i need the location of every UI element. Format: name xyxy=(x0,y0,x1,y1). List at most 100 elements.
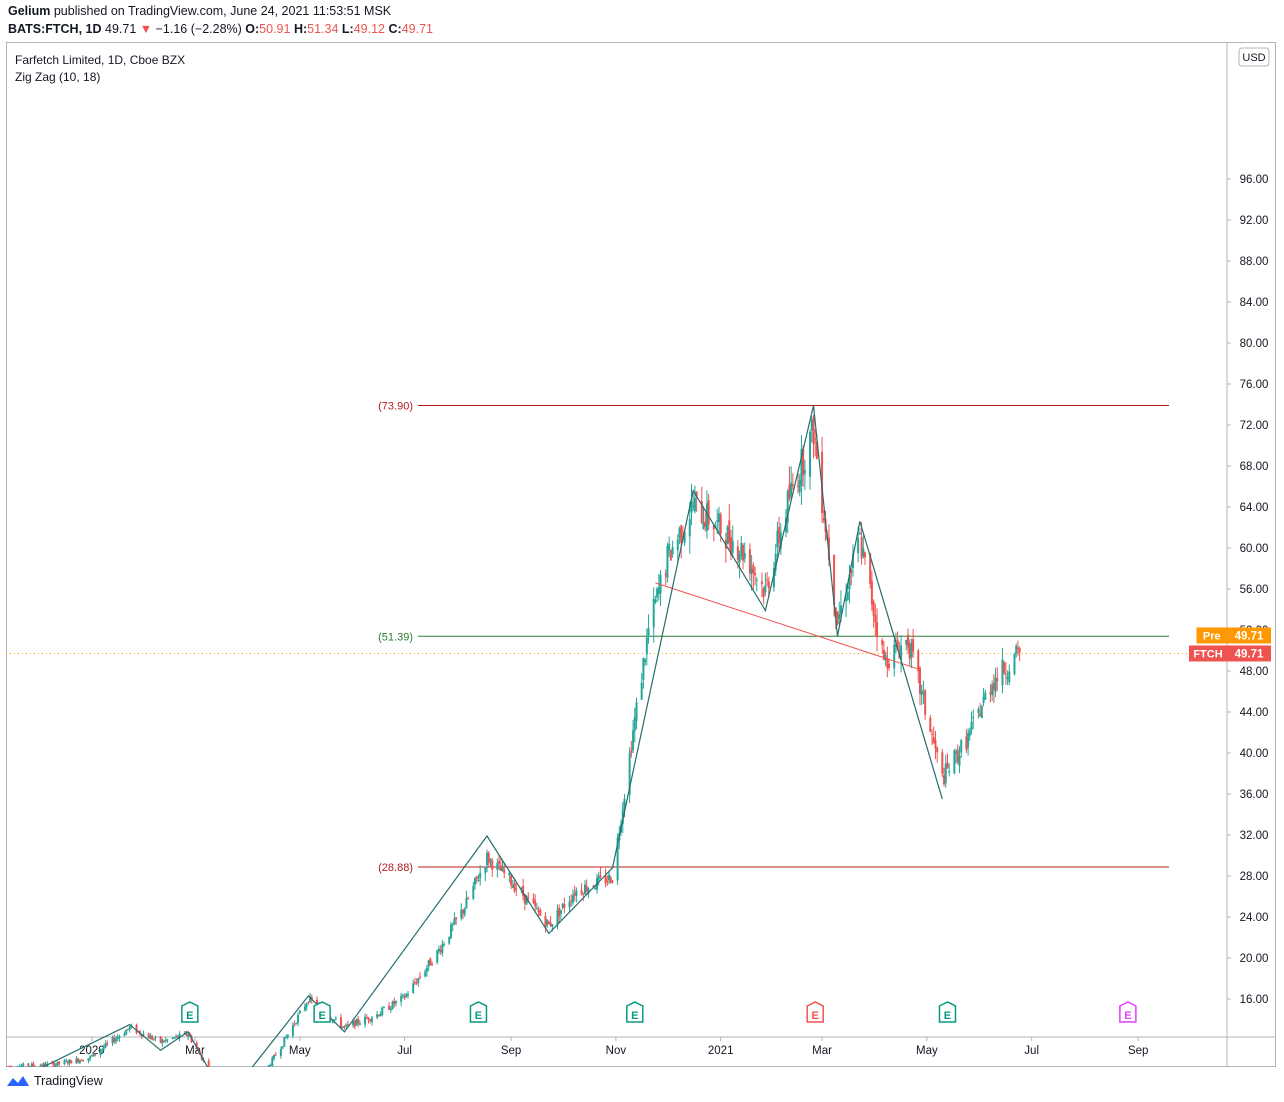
candle-body xyxy=(549,922,552,926)
candle-body xyxy=(924,690,927,715)
candle-body xyxy=(893,644,896,669)
candle-body xyxy=(163,1040,166,1042)
candle-body xyxy=(558,907,561,917)
candle-body xyxy=(809,431,812,477)
candle-body xyxy=(599,875,602,878)
candle-body xyxy=(99,1050,102,1055)
candle-body xyxy=(295,1023,298,1025)
candle-body xyxy=(357,1018,360,1024)
candle-body xyxy=(285,1036,288,1038)
candle-body xyxy=(303,1006,306,1011)
candle-body xyxy=(946,762,949,769)
candle-body xyxy=(477,879,480,882)
candle-body xyxy=(695,491,698,497)
candle-body xyxy=(597,876,600,880)
candle-body xyxy=(943,775,946,785)
candle-body xyxy=(1016,647,1019,649)
candle-body xyxy=(633,717,636,731)
candle-body xyxy=(171,1037,174,1039)
candle-body xyxy=(857,538,860,554)
candle-body xyxy=(563,903,566,908)
candle-body xyxy=(128,1026,131,1030)
price-tag-value: 49.71 xyxy=(1235,648,1264,660)
price-tag-value-box xyxy=(1227,645,1271,662)
candle-body xyxy=(286,1034,289,1038)
candle-body xyxy=(726,526,729,545)
candle-body xyxy=(467,898,470,900)
candle-body xyxy=(479,872,482,879)
candle-body xyxy=(888,663,891,669)
candle-body xyxy=(461,909,464,914)
candle-body xyxy=(417,978,420,983)
candle-body xyxy=(147,1033,150,1039)
candle-body xyxy=(388,1005,391,1010)
candle-body xyxy=(403,996,406,999)
candle-body xyxy=(166,1039,169,1041)
candle-body xyxy=(752,564,755,573)
candle-body xyxy=(845,598,848,602)
candle-body xyxy=(175,1035,178,1037)
publisher-name[interactable]: Gelium xyxy=(8,4,51,18)
candle-body xyxy=(358,1023,361,1025)
candle-body xyxy=(822,518,825,521)
low-value: 49.12 xyxy=(353,22,385,36)
price-tag-value-box xyxy=(1227,627,1271,644)
candle-body xyxy=(1008,671,1011,683)
symbol: BATS:FTCH, 1D xyxy=(8,22,102,36)
candle-body xyxy=(298,1010,301,1014)
candle-body xyxy=(1003,662,1006,674)
x-tick-label: Sep xyxy=(1128,1045,1148,1057)
candle-body xyxy=(331,1020,334,1022)
candle-body xyxy=(381,1007,384,1015)
y-tick-label: 80.00 xyxy=(1240,338,1269,350)
earnings-label: E xyxy=(475,1010,482,1022)
candle-body xyxy=(44,1063,47,1067)
candle-body xyxy=(968,730,971,736)
footer-brand[interactable]: TradingView xyxy=(34,1074,103,1088)
candle-body xyxy=(297,1014,300,1024)
candle-body xyxy=(56,1061,59,1066)
candle-body xyxy=(630,750,633,753)
candle-body xyxy=(800,448,803,486)
level-label: (73.90) xyxy=(378,401,413,413)
chart-frame xyxy=(6,42,1276,1067)
candle-body xyxy=(958,755,961,766)
earnings-marker: E xyxy=(1119,1001,1137,1023)
candle-body xyxy=(802,448,805,476)
close-label: C: xyxy=(388,22,402,36)
candle-body xyxy=(872,601,875,616)
y-tick-label: 36.00 xyxy=(1240,789,1269,801)
price-tag-ftch: FTCH 49.71 xyxy=(1189,645,1271,662)
chart-legend-title: Farfetch Limited, 1D, Cboe BZX xyxy=(15,53,185,67)
price-tag-label: FTCH xyxy=(1193,648,1222,660)
y-tick-label: 24.00 xyxy=(1240,912,1269,924)
candle-body xyxy=(389,1008,392,1011)
x-tick-label: Jul xyxy=(1024,1045,1039,1057)
candle-body xyxy=(692,505,695,508)
tradingview-logo-icon[interactable] xyxy=(6,1074,30,1088)
chart-container[interactable]: 16.00 20.00 24.00 28.00 32.00 36.00 40.00 44.00… xyxy=(5,42,1276,1102)
candle-body xyxy=(965,736,968,750)
candle-body xyxy=(570,900,573,902)
candle-body xyxy=(754,572,757,576)
candle-body xyxy=(561,903,564,908)
candle-body xyxy=(876,621,879,638)
publish-info: Gelium published on TradingView.com, Jun… xyxy=(8,4,391,18)
candle-body xyxy=(979,713,982,717)
candle-body xyxy=(283,1037,286,1047)
price-chart[interactable]: 16.00 20.00 24.00 28.00 32.00 36.00 40.00 44.00… xyxy=(5,42,1276,1102)
candle-body xyxy=(934,739,937,748)
candle-body xyxy=(271,1057,274,1066)
currency-badge-box xyxy=(1238,47,1270,67)
candle-body xyxy=(195,1042,198,1049)
candle-body xyxy=(836,611,839,625)
down-arrow-icon: ▼ xyxy=(139,22,153,36)
candle-body xyxy=(585,885,588,892)
level-label: (28.88) xyxy=(378,862,413,874)
candle-body xyxy=(1006,677,1009,679)
candle-body xyxy=(644,659,647,663)
earnings-label: E xyxy=(186,1010,193,1022)
candle-body xyxy=(273,1054,276,1059)
candle-body xyxy=(977,709,980,713)
candle-body xyxy=(774,553,777,571)
